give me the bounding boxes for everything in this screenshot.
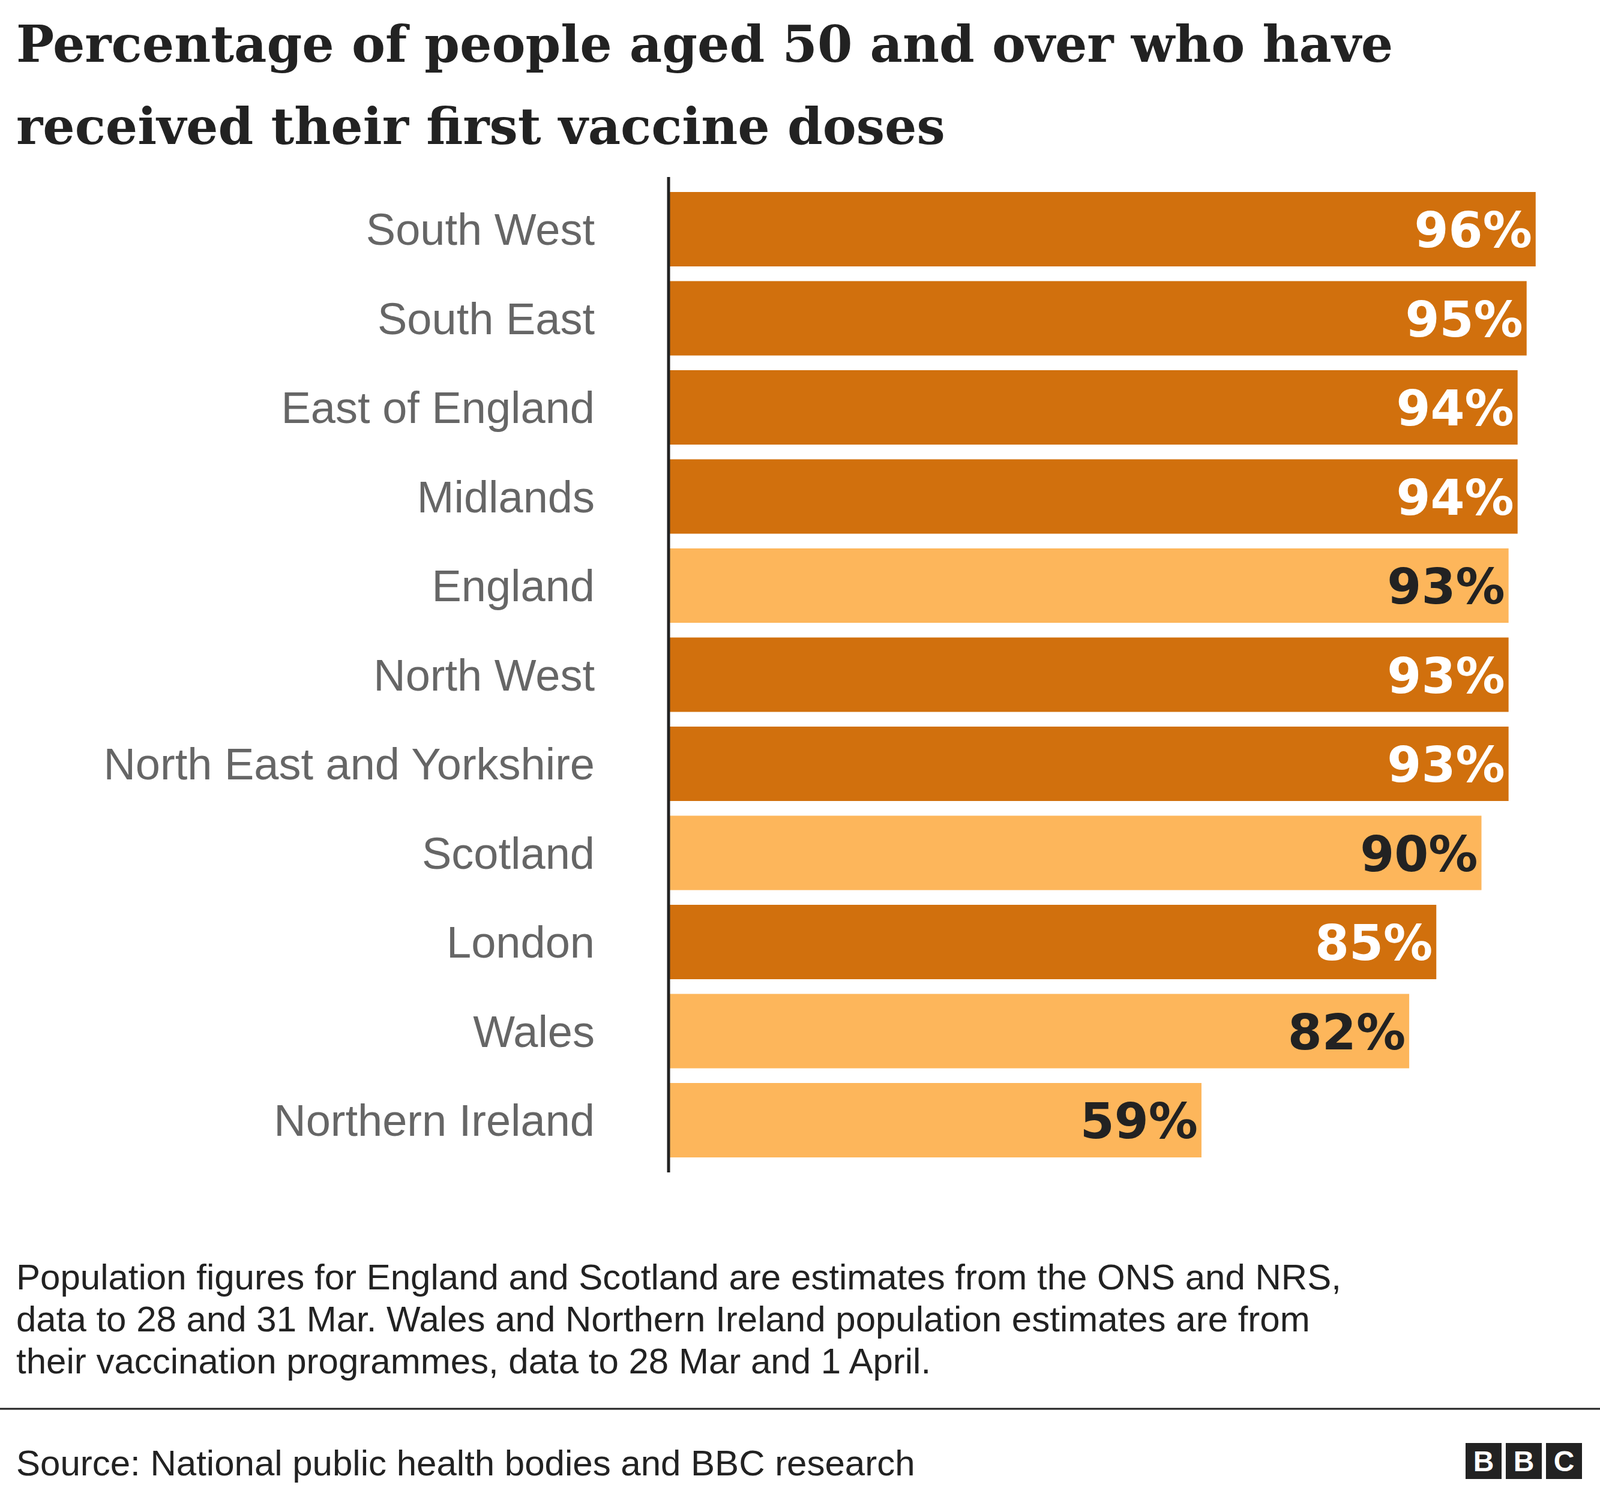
category-label: South East (377, 294, 595, 344)
title: Percentage of people aged 50 and over wh… (16, 14, 1393, 74)
chart: Percentage of people aged 50 and over wh… (0, 0, 1600, 1500)
bar (668, 192, 1536, 267)
note: their vaccination programmes, data to 28… (16, 1341, 931, 1382)
category-label: East of England (281, 382, 595, 433)
note: data to 28 and 31 Mar. Wales and Norther… (16, 1299, 1311, 1340)
category-label: Scotland (421, 828, 595, 879)
note: Population figures for England and Scotl… (16, 1257, 1342, 1298)
logo-box (1465, 1443, 1502, 1480)
bar (668, 370, 1518, 445)
logo-letter: B (1473, 1445, 1495, 1478)
bar (668, 726, 1509, 802)
data-label: 96% (1414, 201, 1533, 259)
category-label: Wales (472, 1007, 595, 1057)
bar (668, 994, 1410, 1069)
data-label: 85% (1314, 914, 1433, 972)
bar (668, 637, 1509, 713)
category-label: North West (373, 650, 595, 701)
data-label: 93% (1386, 558, 1505, 616)
labels: South West 96% South East 95% East of Englan… (103, 201, 1532, 1150)
bars (668, 192, 1536, 1158)
logo: BBC (1465, 1443, 1582, 1480)
bar (668, 281, 1527, 356)
separator (0, 1408, 1600, 1411)
bar (668, 548, 1509, 623)
logo-letter: B (1513, 1445, 1535, 1478)
bar (668, 1083, 1202, 1158)
data-label: 95% (1404, 291, 1523, 349)
source: Source: National public health bodies an… (16, 1443, 916, 1484)
data-label: 59% (1080, 1092, 1198, 1150)
title: received their first vaccine doses (16, 96, 946, 157)
category-label: North East and Yorkshire (103, 739, 595, 790)
data-label: 93% (1386, 736, 1505, 794)
logo-letter: C (1553, 1445, 1575, 1478)
axis-line (667, 177, 671, 1173)
data-label: 94% (1395, 469, 1514, 527)
bar (668, 905, 1437, 980)
category-label: London (446, 917, 595, 968)
logo-box (1545, 1443, 1582, 1480)
bar (668, 816, 1482, 891)
logo-box (1505, 1443, 1542, 1480)
data-label: 93% (1386, 647, 1505, 705)
category-label: Northern Ireland (273, 1095, 595, 1146)
category-label: South West (366, 204, 596, 255)
data-label: 82% (1287, 1004, 1406, 1062)
data-label: 94% (1395, 379, 1514, 437)
category-label: England (431, 561, 595, 611)
category-label: Midlands (417, 472, 595, 523)
bar (668, 459, 1518, 535)
data-label: 90% (1359, 825, 1478, 883)
